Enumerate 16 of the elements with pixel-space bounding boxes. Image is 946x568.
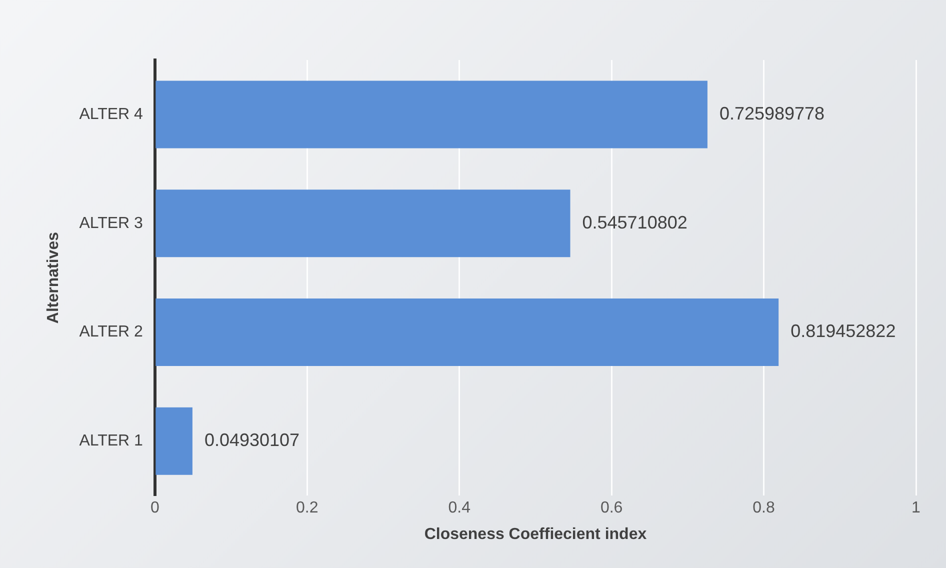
data-label: 0.04930107 bbox=[204, 430, 300, 450]
data-label: 0.819452822 bbox=[790, 321, 896, 342]
data-label: 0.725989778 bbox=[719, 103, 825, 124]
x-axis-title: Closeness Coeffiecient index bbox=[424, 526, 647, 543]
x-tick-label: 0.4 bbox=[448, 500, 471, 517]
x-tick-label: 1 bbox=[912, 500, 921, 517]
x-tick-label: 0.6 bbox=[600, 500, 623, 517]
y-tick-label: ALTER 3 bbox=[79, 214, 144, 232]
x-tick-label: 0 bbox=[150, 500, 160, 517]
data-label: 0.545710802 bbox=[582, 212, 688, 232]
y-tick-label: ALTER 1 bbox=[79, 432, 144, 450]
y-tick-label: ALTER 4 bbox=[79, 106, 144, 123]
x-tick-label: 0.2 bbox=[296, 500, 318, 517]
y-tick-label: ALTER 2 bbox=[79, 324, 144, 341]
y-axis-title: Alternatives bbox=[45, 232, 62, 324]
x-tick-label: 0.8 bbox=[752, 500, 776, 517]
